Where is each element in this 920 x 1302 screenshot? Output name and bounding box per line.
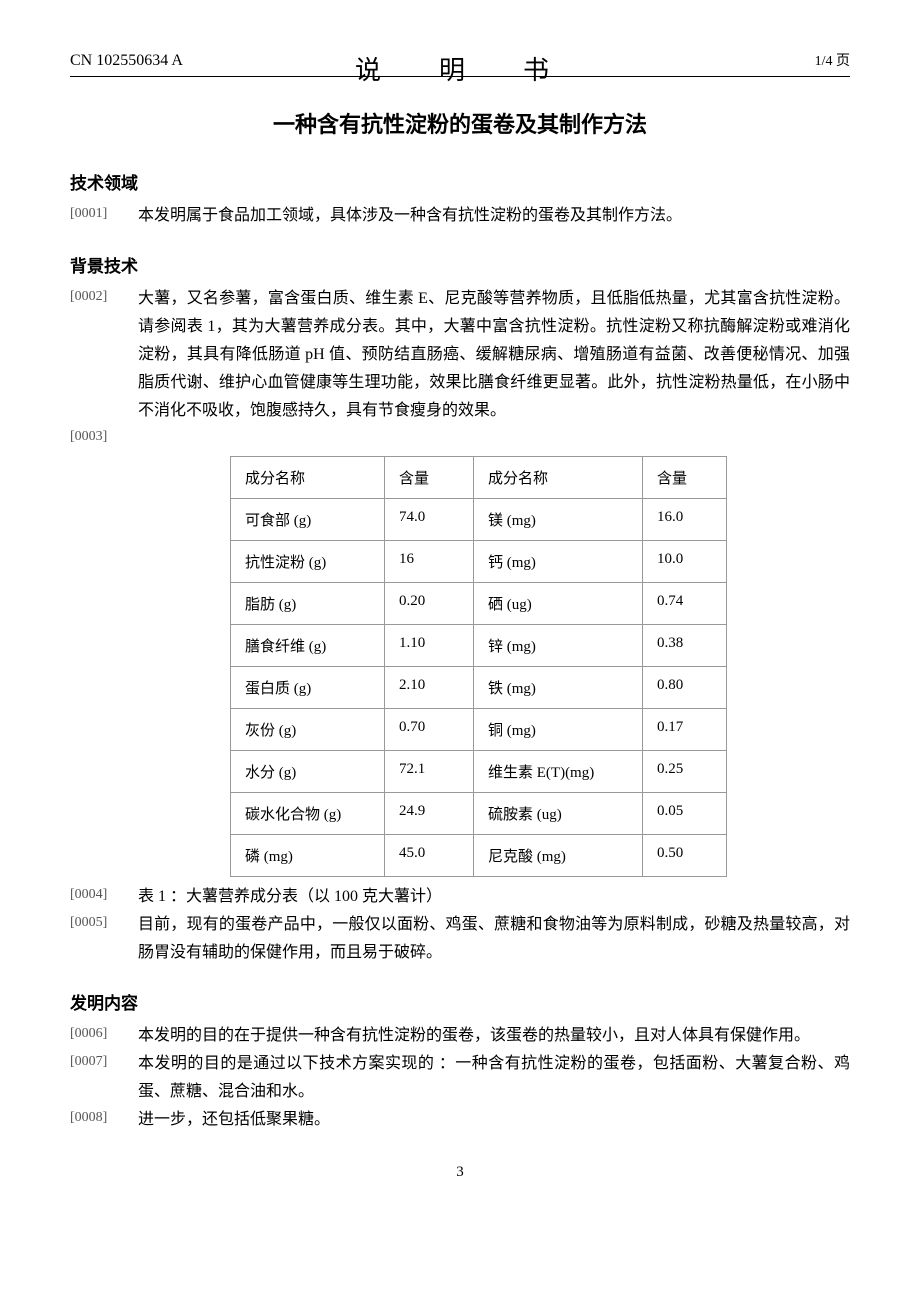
- table-cell: 磷 (mg): [231, 834, 385, 876]
- table-cell: 16.0: [643, 498, 727, 540]
- table-row: 抗性淀粉 (g) 16 钙 (mg) 10.0: [231, 540, 727, 582]
- table-cell: 0.05: [643, 792, 727, 834]
- para-num: [0005]: [70, 911, 120, 967]
- table-cell: 脂肪 (g): [231, 582, 385, 624]
- table-cell: 0.20: [385, 582, 474, 624]
- para-text: 大薯，又名参薯，富含蛋白质、维生素 E、尼克酸等营养物质，且低脂低热量，尤其富含…: [138, 285, 850, 425]
- page-indicator: 1/4 页: [815, 50, 850, 70]
- para-text: 本发明的目的在于提供一种含有抗性淀粉的蛋卷，该蛋卷的热量较小，且对人体具有保健作…: [138, 1022, 850, 1050]
- table-row: 磷 (mg) 45.0 尼克酸 (mg) 0.50: [231, 834, 727, 876]
- table-cell: 硒 (ug): [474, 582, 643, 624]
- para-num: [0004]: [70, 883, 120, 911]
- table-cell: 铜 (mg): [474, 708, 643, 750]
- table-row: 蛋白质 (g) 2.10 铁 (mg) 0.80: [231, 666, 727, 708]
- table-header-cell: 成分名称: [231, 456, 385, 498]
- table-row: 可食部 (g) 74.0 镁 (mg) 16.0: [231, 498, 727, 540]
- table-cell: 尼克酸 (mg): [474, 834, 643, 876]
- para-text: 目前，现有的蛋卷产品中，一般仅以面粉、鸡蛋、蔗糖和食物油等为原料制成，砂糖及热量…: [138, 911, 850, 967]
- table-header-cell: 含量: [643, 456, 727, 498]
- para-text: 进一步，还包括低聚果糖。: [138, 1106, 850, 1134]
- paragraph: [0003]: [70, 425, 850, 450]
- table-row: 膳食纤维 (g) 1.10 锌 (mg) 0.38: [231, 624, 727, 666]
- page-number: 3: [70, 1164, 850, 1181]
- section-tech-field: 技术领域: [70, 169, 850, 194]
- paragraph: [0007] 本发明的目的是通过以下技术方案实现的 ：一种含有抗性淀粉的蛋卷，包…: [70, 1050, 850, 1106]
- nutrition-table: 成分名称 含量 成分名称 含量 可食部 (g) 74.0 镁 (mg) 16.0…: [230, 456, 727, 877]
- table-cell: 10.0: [643, 540, 727, 582]
- table-cell: 0.50: [643, 834, 727, 876]
- table-cell: 45.0: [385, 834, 474, 876]
- page-header: CN 102550634 A 说 明 书 1/4 页: [70, 50, 850, 77]
- table-header-cell: 成分名称: [474, 456, 643, 498]
- table-cell: 蛋白质 (g): [231, 666, 385, 708]
- paragraph: [0005] 目前，现有的蛋卷产品中，一般仅以面粉、鸡蛋、蔗糖和食物油等为原料制…: [70, 911, 850, 967]
- doc-id: CN 102550634 A: [70, 52, 183, 70]
- paragraph: [0008] 进一步，还包括低聚果糖。: [70, 1106, 850, 1134]
- table-cell: 2.10: [385, 666, 474, 708]
- para-text: 表 1 ：大薯营养成分表（以 100 克大薯计）: [138, 883, 850, 911]
- table-cell: 镁 (mg): [474, 498, 643, 540]
- table-row: 碳水化合物 (g) 24.9 硫胺素 (ug) 0.05: [231, 792, 727, 834]
- table-cell: 0.80: [643, 666, 727, 708]
- para-text: [138, 425, 850, 450]
- table-cell: 钙 (mg): [474, 540, 643, 582]
- table-cell: 1.10: [385, 624, 474, 666]
- table-cell: 维生素 E(T)(mg): [474, 750, 643, 792]
- para-num: [0007]: [70, 1050, 120, 1106]
- table-cell: 锌 (mg): [474, 624, 643, 666]
- document-title: 一种含有抗性淀粉的蛋卷及其制作方法: [70, 107, 850, 139]
- para-num: [0006]: [70, 1022, 120, 1050]
- table-row: 水分 (g) 72.1 维生素 E(T)(mg) 0.25: [231, 750, 727, 792]
- table-cell: 抗性淀粉 (g): [231, 540, 385, 582]
- table-cell: 0.70: [385, 708, 474, 750]
- table-cell: 74.0: [385, 498, 474, 540]
- para-num: [0001]: [70, 202, 120, 230]
- table-cell: 膳食纤维 (g): [231, 624, 385, 666]
- table-cell: 72.1: [385, 750, 474, 792]
- table-row: 脂肪 (g) 0.20 硒 (ug) 0.74: [231, 582, 727, 624]
- table-cell: 铁 (mg): [474, 666, 643, 708]
- para-text: 本发明属于食品加工领域，具体涉及一种含有抗性淀粉的蛋卷及其制作方法。: [138, 202, 850, 230]
- paragraph: [0004] 表 1 ：大薯营养成分表（以 100 克大薯计）: [70, 883, 850, 911]
- para-num: [0008]: [70, 1106, 120, 1134]
- paragraph: [0006] 本发明的目的在于提供一种含有抗性淀粉的蛋卷，该蛋卷的热量较小，且对…: [70, 1022, 850, 1050]
- table-cell: 碳水化合物 (g): [231, 792, 385, 834]
- table-cell: 16: [385, 540, 474, 582]
- table-cell: 0.74: [643, 582, 727, 624]
- table-cell: 灰份 (g): [231, 708, 385, 750]
- table-cell: 0.17: [643, 708, 727, 750]
- table-cell: 可食部 (g): [231, 498, 385, 540]
- header-title: 说 明 书: [355, 50, 565, 87]
- paragraph: [0002] 大薯，又名参薯，富含蛋白质、维生素 E、尼克酸等营养物质，且低脂低…: [70, 285, 850, 425]
- section-invention: 发明内容: [70, 989, 850, 1014]
- table-cell: 硫胺素 (ug): [474, 792, 643, 834]
- table-header-cell: 含量: [385, 456, 474, 498]
- table-row: 灰份 (g) 0.70 铜 (mg) 0.17: [231, 708, 727, 750]
- para-num: [0003]: [70, 425, 120, 450]
- para-text: 本发明的目的是通过以下技术方案实现的 ：一种含有抗性淀粉的蛋卷，包括面粉、大薯复…: [138, 1050, 850, 1106]
- table-header-row: 成分名称 含量 成分名称 含量: [231, 456, 727, 498]
- section-background: 背景技术: [70, 252, 850, 277]
- paragraph: [0001] 本发明属于食品加工领域，具体涉及一种含有抗性淀粉的蛋卷及其制作方法…: [70, 202, 850, 230]
- table-cell: 水分 (g): [231, 750, 385, 792]
- para-num: [0002]: [70, 285, 120, 425]
- table-cell: 0.38: [643, 624, 727, 666]
- table-cell: 24.9: [385, 792, 474, 834]
- table-cell: 0.25: [643, 750, 727, 792]
